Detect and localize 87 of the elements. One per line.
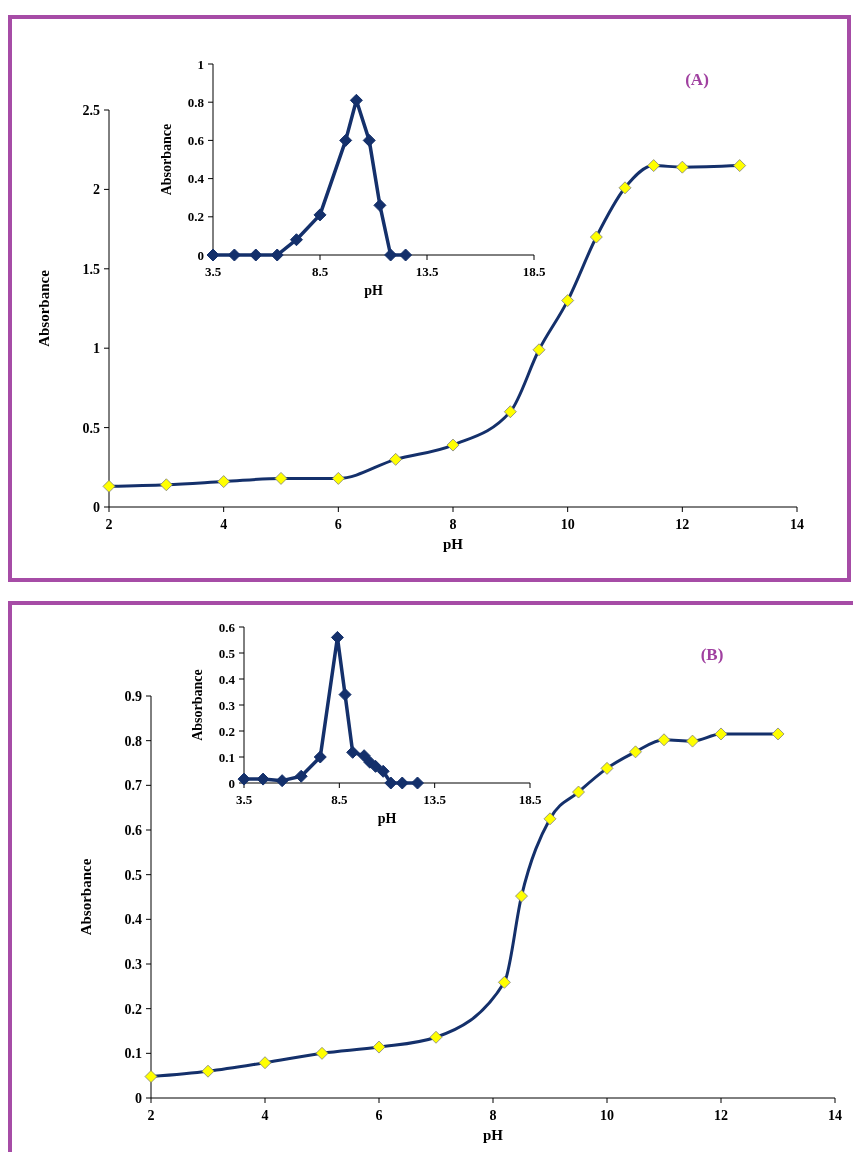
x-tick-label: 8.5 (311, 264, 329, 279)
x-axis-title: pH (364, 283, 383, 298)
x-tick-label: 6 (334, 517, 342, 532)
y-tick-label: 0.7 (124, 778, 142, 794)
y-tick-label: 0.2 (124, 1001, 142, 1017)
y-tick-label: 0.8 (124, 733, 142, 749)
point (339, 133, 353, 147)
y-tick-label: 0 (228, 775, 235, 791)
y-tick-label: 0.4 (124, 912, 142, 928)
x-tick-label: 3.5 (235, 792, 253, 807)
point (313, 208, 327, 222)
y-tick-label: 0.3 (218, 697, 236, 713)
x-tick-label: 18.5 (522, 264, 546, 279)
y-tick-label: 0.5 (82, 420, 100, 436)
x-tick-label: 10 (600, 1108, 614, 1123)
y-tick-label: 0.5 (218, 645, 236, 661)
y-tick-label: 0.1 (124, 1046, 142, 1062)
x-tick-label: 14 (790, 517, 804, 532)
x-tick-label: 13.5 (423, 792, 447, 807)
point (330, 630, 344, 644)
y-tick-label: 0.6 (124, 822, 142, 838)
point (395, 776, 409, 790)
x-tick-label: 12 (675, 517, 690, 532)
x-axis-title: pH (482, 1127, 504, 1143)
y-tick-label: 0.9 (124, 688, 142, 704)
y-axis-title: Absorbance (190, 669, 205, 741)
y-tick-label: 2 (93, 182, 100, 198)
y-tick-label: 0.6 (218, 619, 236, 635)
point (275, 774, 289, 788)
x-tick-label: 8 (489, 1108, 497, 1123)
y-tick-label: 0.4 (187, 171, 205, 187)
x-tick-label: 2 (147, 1108, 155, 1123)
y-tick-label: 1 (197, 56, 204, 72)
x-tick-label: 3.5 (204, 264, 222, 279)
point (346, 745, 360, 759)
point (338, 688, 352, 702)
y-axis-title: Absorbance (159, 123, 174, 196)
x-tick-label: 13.5 (415, 264, 439, 279)
y-tick-label: 0.1 (218, 749, 235, 765)
point (373, 198, 387, 212)
x-tick-label: 2 (105, 517, 113, 532)
chart-title: (A) (685, 70, 709, 89)
point (270, 248, 284, 262)
point (294, 769, 308, 783)
x-tick-label: 10 (560, 517, 575, 532)
point (411, 776, 425, 790)
x-axis-title: pH (377, 811, 397, 826)
x-axis-title: pH (442, 536, 464, 552)
y-tick-label: 0.4 (218, 671, 236, 687)
point (313, 750, 327, 764)
point (376, 764, 390, 778)
x-tick-label: 18.5 (518, 792, 542, 807)
point (362, 133, 376, 147)
point (357, 749, 371, 763)
y-tick-label: 0.6 (187, 132, 205, 148)
y-axis-title: Absorbance (78, 858, 94, 936)
y-tick-label: 2.5 (82, 102, 100, 118)
point (384, 248, 398, 262)
y-tick-label: 0.8 (187, 94, 205, 110)
y-tick-label: 0.2 (218, 723, 235, 739)
y-tick-label: 0.2 (187, 209, 204, 225)
x-tick-label: 4 (261, 1108, 269, 1123)
chart-title: (B) (700, 645, 724, 664)
y-tick-label: 0 (93, 499, 100, 515)
x-tick-label: 4 (220, 517, 228, 532)
x-tick-label: 14 (828, 1108, 842, 1123)
point (249, 248, 263, 262)
point (237, 772, 251, 786)
point (399, 248, 413, 262)
y-axis-title: Absorbance (36, 269, 52, 347)
y-tick-label: 1 (93, 341, 100, 357)
x-tick-label: 8 (449, 517, 457, 532)
y-tick-label: 0.5 (124, 867, 142, 883)
x-tick-label: 12 (714, 1108, 728, 1123)
y-tick-label: 1.5 (82, 261, 100, 277)
point (349, 93, 363, 107)
point (384, 776, 398, 790)
x-tick-label: 8.5 (331, 792, 348, 807)
point (369, 759, 383, 773)
y-tick-label: 0 (135, 1090, 142, 1106)
y-tick-label: 0.3 (124, 956, 142, 972)
point (227, 248, 241, 262)
y-tick-label: 0 (197, 247, 204, 263)
point (289, 233, 303, 247)
point (206, 248, 220, 262)
x-tick-label: 6 (375, 1108, 383, 1123)
point (256, 772, 270, 786)
